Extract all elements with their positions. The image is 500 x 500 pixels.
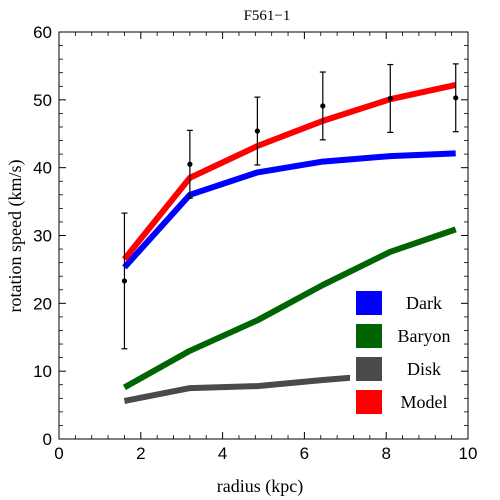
chart-title: F561−1: [244, 8, 291, 24]
x-tick-label: 2: [136, 444, 145, 463]
legend-swatch-baryon: [356, 324, 382, 348]
x-axis-label: radius (kpc): [217, 476, 303, 497]
data-point: [387, 95, 393, 102]
x-tick-label: 6: [300, 444, 309, 463]
legend-label-model: Model: [401, 392, 448, 412]
y-tick-label: 60: [33, 23, 52, 42]
y-tick-label: 30: [33, 227, 52, 246]
data-point: [453, 95, 459, 101]
data-point: [254, 128, 260, 134]
x-tick-label: 10: [459, 444, 478, 463]
y-tick-label: 50: [33, 91, 52, 110]
x-tick-label: 0: [54, 444, 63, 463]
legend-swatch-dark: [356, 291, 382, 315]
legend-label-disk: Disk: [407, 359, 441, 379]
series-line-model: [122, 81, 457, 262]
x-tick-label: 8: [381, 444, 390, 463]
legend-swatch-model: [356, 390, 382, 414]
y-tick-label: 20: [33, 294, 52, 313]
x-tick-label: 4: [218, 444, 227, 463]
y-tick-label: 0: [43, 430, 52, 449]
series-line-dark: [122, 150, 456, 270]
legend-label-dark: Dark: [406, 293, 442, 313]
y-tick-label: 10: [33, 362, 52, 381]
legend-label-baryon: Baryon: [398, 326, 451, 346]
y-axis-label: rotation speed (km/s): [5, 160, 26, 313]
y-tick-label: 40: [33, 159, 52, 178]
legend-swatch-disk: [356, 357, 382, 381]
series-line-baryon: [122, 226, 457, 391]
data-point: [121, 278, 128, 284]
data-point: [320, 103, 326, 109]
data-point: [187, 161, 193, 167]
